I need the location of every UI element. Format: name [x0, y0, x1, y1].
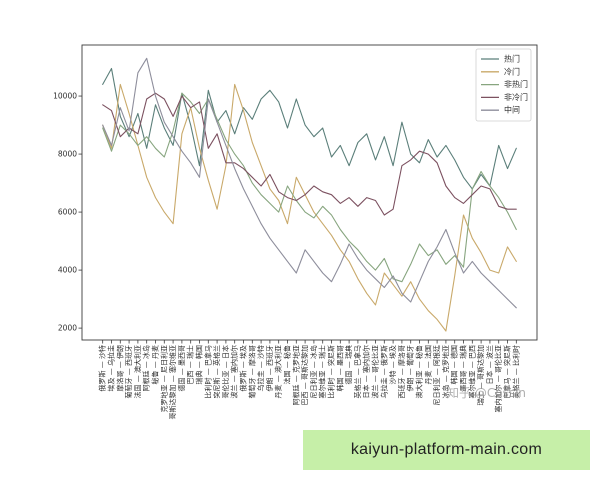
x-tick-label: 比利时 — 巴拿马: [203, 345, 212, 398]
x-tick-label: 哥斯达黎加 — 塞尔维亚: [168, 345, 177, 419]
x-tick-label: 克罗地亚 — 尼日利亚: [159, 345, 168, 412]
x-tick-label: 阿根廷 — 克罗地亚: [291, 345, 300, 405]
x-tick-label: 韩国 — 德国: [450, 345, 459, 384]
x-tick-label: 俄罗斯 — 沙特: [98, 345, 107, 391]
x-tick-label: 冰岛 — 克罗地亚: [441, 345, 450, 398]
hot-series-line: [102, 67, 517, 190]
x-tick-label: 哥伦比亚 — 日本: [221, 345, 230, 398]
x-tick-label: 瑞士 — 哥斯达黎加: [476, 345, 485, 405]
x-tick-label: 突尼斯 — 英格兰: [212, 345, 221, 398]
x-tick-label: 韩国 — 墨西哥: [335, 345, 344, 391]
x-tick-label: 阿根廷 — 冰岛: [142, 345, 151, 391]
x-tick-label: 尼日利亚 — 阿根廷: [432, 345, 441, 405]
x-tick-label: 葡萄牙 — 摩洛哥: [247, 345, 256, 398]
x-tick-label: 澳大利亚 — 秘鲁: [415, 345, 424, 398]
x-tick-label: 秘鲁 — 丹麦: [150, 345, 159, 384]
x-tick-label: 德国 — 墨西哥: [177, 345, 186, 391]
legend-label-hot: 热门: [504, 54, 520, 64]
x-axis: 俄罗斯 — 沙特 埃及 — 乌拉圭 摩洛哥 — 伊朗 葡萄牙 — 西班牙 法国 — 澳大…: [98, 340, 520, 419]
x-tick-label: 乌拉圭 — 沙特: [256, 345, 265, 391]
x-tick-label: 墨西哥 — 瑞典: [459, 345, 468, 391]
x-tick-label: 丹麦 — 法国: [423, 345, 432, 384]
y-axis: 2000 4000 6000 8000 10000: [53, 92, 82, 333]
plot-area: [82, 45, 537, 340]
x-tick-label: 波兰 — 哥伦比亚: [371, 345, 380, 398]
x-tick-label: 埃及 — 乌拉圭: [106, 345, 115, 391]
x-tick-label: 比利时 — 突尼斯: [327, 345, 336, 398]
x-tick-label: 日本 — 波兰: [485, 345, 494, 384]
non-cold-series-line: [102, 92, 517, 216]
x-tick-label: 尼日利亚 — 冰岛: [309, 345, 318, 398]
site-banner-link[interactable]: kaiyun-platform-main.com: [303, 430, 590, 470]
x-tick-label: 葡萄牙 — 西班牙: [124, 345, 133, 398]
x-tick-label: 摩洛哥 — 伊朗: [115, 345, 124, 391]
x-tick-label: 沙特 — 埃及: [388, 345, 397, 384]
x-tick-label: 德国 — 瑞典: [344, 345, 353, 384]
x-tick-label: 巴拿马 — 突尼斯: [503, 345, 512, 398]
x-tick-label: 伊朗 — 葡萄牙: [406, 345, 415, 391]
x-tick-label: 塞尔维亚 — 瑞士: [318, 345, 327, 398]
x-tick-label: 法国 — 秘鲁: [282, 345, 291, 384]
site-banner-label: kaiyun-platform-main.com: [350, 441, 543, 458]
x-tick-label: 伊朗 — 西班牙: [265, 345, 274, 391]
x-tick-label: 英格兰 — 比利时: [511, 345, 520, 398]
middle-series-line: [102, 57, 517, 309]
y-tick-label: 2000: [58, 324, 77, 333]
cold-series-line: [102, 83, 517, 332]
series-group: [102, 57, 517, 332]
x-tick-label: 瑞典 — 韩国: [194, 345, 203, 384]
y-tick-label: 8000: [58, 150, 77, 159]
x-tick-label: 日本 — 塞内加尔: [362, 345, 371, 398]
legend-label-cold: 冷门: [504, 66, 520, 76]
legend-label-middle: 中间: [504, 105, 520, 115]
legend-label-non-hot: 非热门: [504, 79, 528, 89]
plot-frame: [81, 44, 538, 341]
x-tick-label: 俄罗斯 — 埃及: [238, 345, 247, 391]
x-tick-label: 巴西 — 瑞士: [186, 345, 195, 384]
x-tick-label: 丹麦 — 澳大利亚: [274, 345, 283, 398]
y-tick-label: 4000: [58, 266, 77, 275]
legend-label-non-cold: 非冷门: [504, 92, 528, 102]
x-tick-label: 西班牙 — 摩洛哥: [397, 345, 406, 398]
x-tick-label: 法国 — 澳大利亚: [133, 345, 142, 398]
legend-frame: [475, 48, 532, 122]
x-tick-label: 波兰 — 塞内加尔: [230, 345, 239, 398]
y-tick-label: 6000: [58, 208, 77, 217]
x-tick-label: 塞内加尔 — 哥伦比亚: [494, 345, 503, 412]
x-tick-label: 塞尔维亚 — 巴西: [467, 345, 476, 398]
y-tick-label: 10000: [53, 92, 77, 101]
x-tick-label: 乌拉圭 — 俄罗斯: [379, 345, 388, 398]
x-tick-label: 英格兰 — 巴拿马: [353, 345, 362, 398]
x-tick-label: 巴西 — 哥斯达黎加: [300, 345, 309, 405]
watermark: 知乎 @Cossin: [447, 386, 526, 400]
